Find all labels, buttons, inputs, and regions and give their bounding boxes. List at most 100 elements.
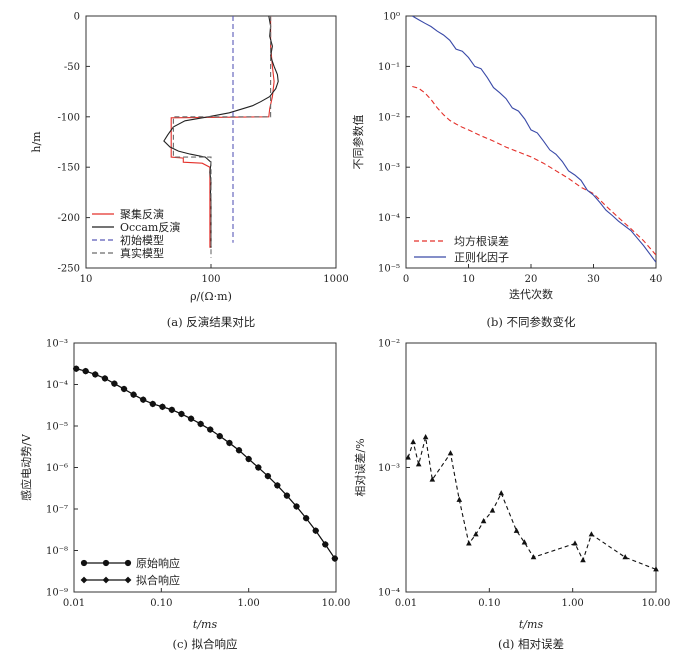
data-point xyxy=(480,518,487,524)
data-point xyxy=(130,391,137,399)
legend-marker xyxy=(80,559,88,567)
data-point xyxy=(422,434,429,440)
data-point xyxy=(72,365,80,373)
y-tick-label: -50 xyxy=(64,62,80,73)
y-tick-label: 10⁻³ xyxy=(46,339,68,350)
y-tick-label: 10⁻⁴ xyxy=(378,588,400,599)
x-tick-label: 1.00 xyxy=(562,598,584,609)
legend-marker xyxy=(124,559,132,567)
y-tick-label: 10⁻⁵ xyxy=(378,264,400,275)
x-tick-label: 10.00 xyxy=(642,598,671,609)
legend-marker xyxy=(102,576,110,584)
data-point xyxy=(235,446,243,454)
x-tick-label: 0 xyxy=(403,274,409,285)
x-tick-label: 20 xyxy=(525,274,538,285)
data-point xyxy=(321,541,329,548)
legend-label: Occam反演 xyxy=(120,220,180,234)
y-tick-label: 10⁻³ xyxy=(378,463,400,474)
data-point xyxy=(110,380,118,388)
y-axis-label: 相对误差/% xyxy=(353,438,367,496)
data-point xyxy=(521,539,528,545)
y-tick-label: 10⁰ xyxy=(383,12,400,23)
y-tick-label: 10⁻⁹ xyxy=(46,588,68,599)
series-line-c-0 xyxy=(76,368,336,559)
panel-caption: (d) 相对误差 xyxy=(498,637,564,651)
data-point xyxy=(159,403,166,411)
chart-panel-d: 0.01 0.10 1.00 10.00 10⁻² 10⁻³ 10⁻⁴ t/ms 相对误差/% (… xyxy=(353,339,670,652)
chart-panel-a: 10 100 1000 0 -50 -100 -150 -200 -250 ρ/(Ω·m) h/m (… xyxy=(30,12,349,330)
plot-frame xyxy=(405,342,657,593)
chart-panel-c: 0.01 0.10 1.00 10.00 10⁻³ 10⁻⁴ 10⁻⁵ 10⁻⁶ 10⁻⁷ 10⁻… xyxy=(19,339,350,652)
y-axis-label: h/m xyxy=(30,131,43,153)
data-point xyxy=(622,554,629,560)
chart-panel-b: 0 10 20 30 40 10⁰ 10⁻¹ 10⁻² 10⁻³ 10⁻⁴ 10⁻⁵ 迭代次数 不同参数… xyxy=(351,12,662,330)
x-axis-label: 迭代次数 xyxy=(509,287,553,301)
legend-label: 均方根误差 xyxy=(454,234,509,248)
data-point xyxy=(178,410,185,418)
x-tick-label: 10 xyxy=(80,274,93,285)
x-tick-label: 1000 xyxy=(323,274,348,285)
y-tick-label: 10⁻⁴ xyxy=(46,380,68,391)
x-tick-label: 0.01 xyxy=(395,598,417,609)
y-tick-label: -150 xyxy=(58,163,80,174)
x-axis-label: t/ms xyxy=(519,618,544,631)
y-axis-label: 感应电动势/V xyxy=(19,433,33,501)
legend-label: 拟合响应 xyxy=(136,573,180,587)
plot-frame xyxy=(73,342,337,593)
y-tick-label: 0 xyxy=(74,12,80,23)
y-tick-label: 10⁻³ xyxy=(378,163,400,174)
data-point xyxy=(572,540,578,546)
x-axis-label: t/ms xyxy=(193,618,218,631)
data-point xyxy=(456,496,463,502)
series-line-a-1 xyxy=(163,16,279,248)
x-tick-label: 10.00 xyxy=(322,598,351,609)
data-point xyxy=(530,554,537,560)
y-tick-label: 10⁻⁷ xyxy=(46,505,68,516)
data-point xyxy=(283,492,291,500)
legend-marker xyxy=(102,559,110,567)
data-point xyxy=(580,557,586,563)
x-tick-label: 1.00 xyxy=(238,598,260,609)
data-point xyxy=(415,461,422,467)
data-point xyxy=(254,464,262,471)
panel-caption: (c) 拟合响应 xyxy=(172,637,237,651)
series-line-a-3 xyxy=(172,16,272,258)
data-point xyxy=(216,432,224,440)
data-point xyxy=(206,426,214,433)
data-point xyxy=(264,472,272,480)
x-axis-label: ρ/(Ω·m) xyxy=(190,290,232,303)
y-tick-label: -100 xyxy=(58,112,80,123)
data-point xyxy=(653,566,659,572)
data-point xyxy=(513,527,520,533)
data-point xyxy=(139,396,147,404)
data-point xyxy=(473,531,479,537)
y-tick-label: -200 xyxy=(58,213,80,224)
data-point xyxy=(187,415,195,423)
y-axis-label: 不同参数值 xyxy=(351,115,365,170)
data-point xyxy=(293,503,300,510)
plot-frame xyxy=(405,15,657,269)
data-point xyxy=(149,400,157,408)
x-tick-label: 40 xyxy=(650,274,663,285)
panel-caption: (b) 不同参数变化 xyxy=(487,315,576,329)
legend-label: 初始模型 xyxy=(120,233,164,247)
x-tick-label: 30 xyxy=(587,274,600,285)
data-point xyxy=(429,476,436,482)
y-tick-label: 10⁻⁸ xyxy=(46,546,68,557)
legend-label: 真实模型 xyxy=(120,246,164,260)
data-point xyxy=(226,439,233,447)
data-point xyxy=(168,406,176,414)
y-tick-label: 10⁻⁴ xyxy=(378,213,400,224)
legend-marker xyxy=(124,576,132,584)
data-point xyxy=(410,438,416,445)
data-point xyxy=(302,514,310,522)
y-tick-label: 10⁻⁵ xyxy=(46,422,68,433)
y-tick-label: -250 xyxy=(58,264,80,275)
data-point xyxy=(498,490,505,496)
series-line-b-1 xyxy=(412,16,656,263)
legend-label: 正则化因子 xyxy=(454,250,509,264)
data-point xyxy=(273,482,281,489)
data-point xyxy=(489,507,496,513)
x-tick-label: 100 xyxy=(201,274,220,285)
